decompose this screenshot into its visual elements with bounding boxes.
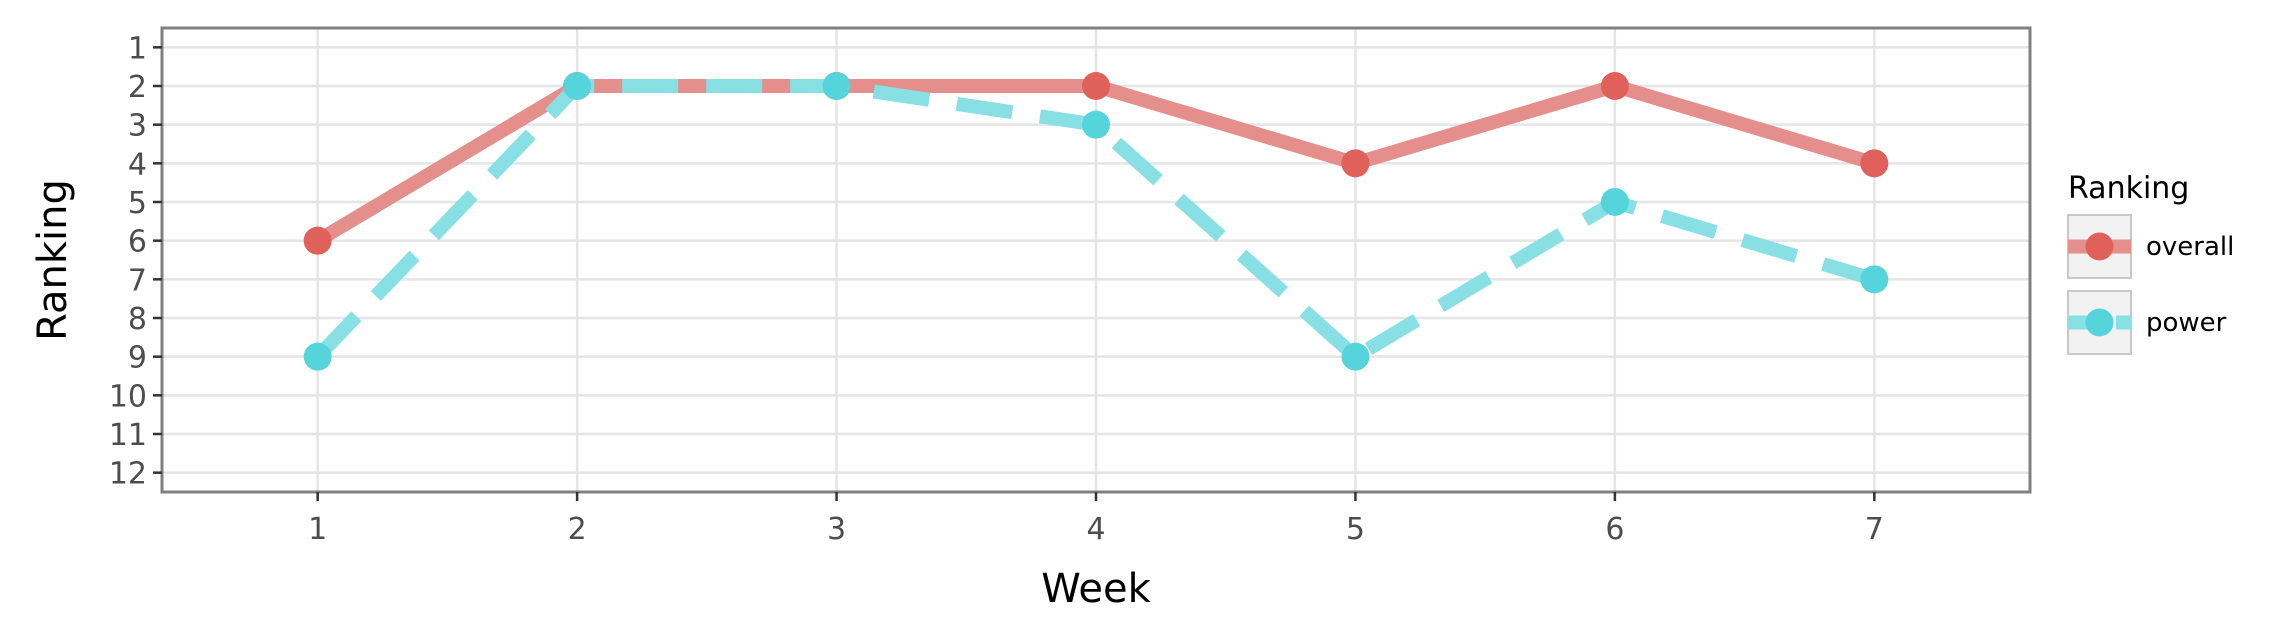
x-tick-label: 6 [1605,512,1624,547]
y-tick-label: 11 [109,418,147,453]
data-point-power [822,72,851,100]
data-point-overall [303,226,332,255]
y-tick-label: 6 [128,225,147,260]
y-tick-label: 12 [109,457,147,492]
data-point-power [303,342,332,371]
data-point-overall [1860,149,1889,178]
y-tick-label: 3 [128,109,147,144]
legend-label-power: power [2146,308,2227,338]
data-point-power [1600,188,1629,216]
legend: Ranking overall power [2067,171,2234,355]
data-point-power [1341,342,1370,371]
y-tick-label: 5 [128,186,147,221]
legend-item-overall: overall [2067,214,2234,279]
x-tick-label: 1 [308,512,327,547]
y-axis-title: Ranking [30,179,76,341]
x-tick-label: 4 [1086,512,1105,547]
legend-title: Ranking [2068,171,2189,206]
y-tick-label: 4 [128,147,147,182]
y-tick-label: 1 [128,31,147,66]
y-tick-label: 9 [128,341,147,376]
y-tick-label: 10 [109,379,147,414]
x-tick-label: 7 [1865,512,1884,547]
data-point-overall [1600,72,1629,100]
x-tick-label: 3 [827,512,846,547]
legend-key-marker [2085,232,2114,261]
x-axis-title: Week [1041,566,1151,612]
data-point-power [1082,110,1110,139]
legend-item-power: power [2067,290,2227,355]
y-tick-label: 2 [128,70,147,105]
series-layer [303,72,1889,371]
data-point-overall [1082,72,1110,100]
legend-key-marker [2085,308,2114,337]
x-tick-label: 2 [568,512,587,547]
y-tick-label: 7 [128,263,147,298]
y-tick-label: 8 [128,302,147,337]
x-tick-label: 5 [1346,512,1365,547]
data-point-power [563,72,592,100]
legend-label-overall: overall [2146,232,2234,262]
series-power [303,72,1889,371]
data-point-power [1860,265,1889,294]
data-point-overall [1341,149,1370,178]
